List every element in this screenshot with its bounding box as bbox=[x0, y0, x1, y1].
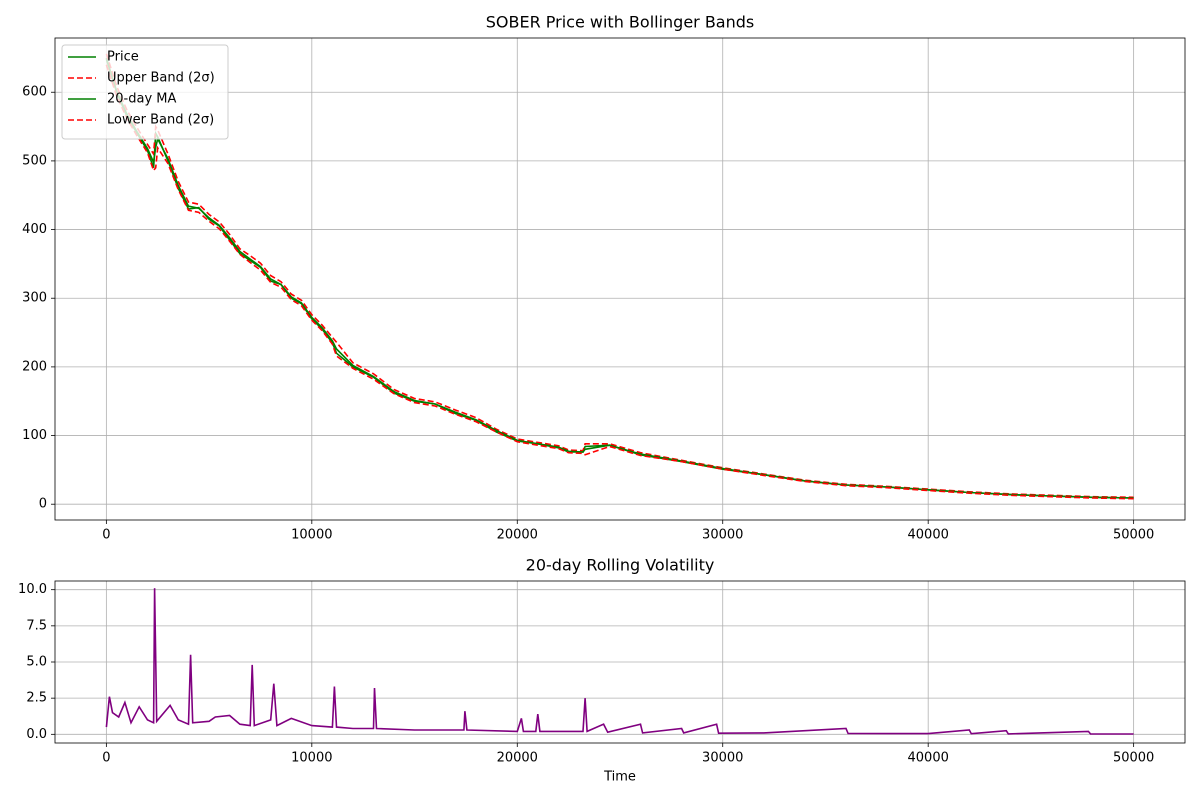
series-line bbox=[105, 57, 1134, 499]
y-tick-label: 0.0 bbox=[26, 727, 47, 742]
x-axis-label: Time bbox=[603, 770, 636, 785]
y-tick-label: 2.5 bbox=[26, 691, 47, 706]
legend-label: Upper Band (2σ) bbox=[107, 71, 215, 86]
series-line bbox=[105, 53, 1134, 499]
x-tick-label: 0 bbox=[102, 528, 110, 543]
plot-area bbox=[105, 53, 1134, 500]
x-tick-label: 40000 bbox=[908, 751, 949, 766]
x-tick-label: 20000 bbox=[497, 751, 538, 766]
y-tick-label: 7.5 bbox=[26, 618, 47, 633]
y-tick-label: 300 bbox=[22, 291, 47, 306]
x-tick-label: 10000 bbox=[291, 751, 332, 766]
x-tick-label: 30000 bbox=[702, 528, 743, 543]
axes-frame bbox=[54, 37, 1186, 521]
series-line bbox=[105, 64, 1134, 500]
legend-label: Lower Band (2σ) bbox=[107, 113, 214, 128]
series-line bbox=[105, 588, 1134, 735]
y-tick-label: 500 bbox=[22, 153, 47, 168]
x-tick-label: 40000 bbox=[908, 528, 949, 543]
x-tick-label: 0 bbox=[102, 751, 110, 766]
y-tick-label: 0 bbox=[39, 497, 47, 512]
y-tick-label: 400 bbox=[22, 222, 47, 237]
chart-title: SOBER Price with Bollinger Bands bbox=[486, 13, 755, 32]
x-tick-label: 10000 bbox=[291, 528, 332, 543]
legend-box bbox=[61, 44, 229, 140]
x-tick-label: 20000 bbox=[497, 528, 538, 543]
axes-frame bbox=[54, 580, 1186, 744]
x-tick-label: 50000 bbox=[1113, 528, 1154, 543]
y-tick-label: 100 bbox=[22, 428, 47, 443]
legend-label: Price bbox=[107, 50, 139, 65]
y-tick-label: 600 bbox=[22, 85, 47, 100]
y-tick-label: 200 bbox=[22, 359, 47, 374]
plot-area bbox=[105, 588, 1134, 735]
legend-label: 20-day MA bbox=[107, 92, 176, 107]
x-tick-label: 50000 bbox=[1113, 751, 1154, 766]
y-tick-label: 5.0 bbox=[26, 655, 47, 670]
chart-title: 20-day Rolling Volatility bbox=[526, 556, 715, 575]
series-line bbox=[105, 59, 1134, 499]
x-tick-label: 30000 bbox=[702, 751, 743, 766]
y-tick-label: 10.0 bbox=[18, 582, 47, 597]
